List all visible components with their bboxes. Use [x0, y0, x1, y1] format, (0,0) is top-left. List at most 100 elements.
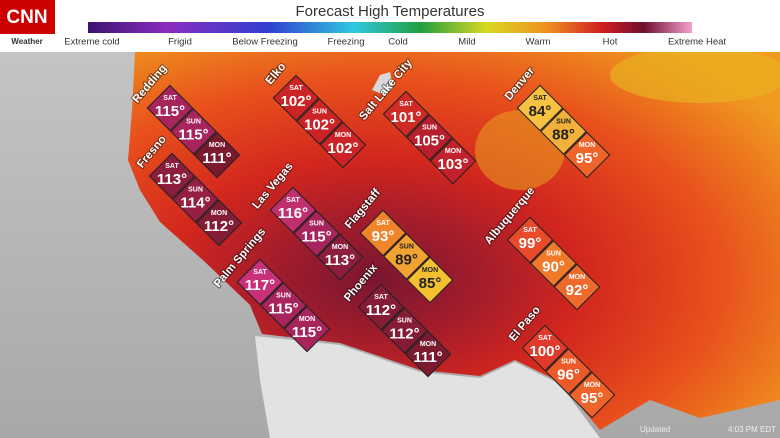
- day-tile: [357, 283, 405, 331]
- day-tile: [540, 108, 587, 155]
- day-tile: [516, 84, 564, 132]
- day-tile: [148, 152, 196, 200]
- day-tile: [545, 348, 592, 395]
- day-label: SUN: [561, 358, 576, 365]
- day-tile: [568, 371, 616, 419]
- temperature: 114°: [180, 194, 210, 211]
- day-tile: [272, 74, 320, 122]
- legend-scale: [88, 22, 692, 33]
- day-tile: [283, 305, 331, 353]
- legend-label: Extreme Heat: [668, 37, 726, 48]
- temperature: 95°: [581, 390, 604, 407]
- day-label: SAT: [533, 95, 547, 102]
- temperature: 100°: [529, 343, 560, 360]
- day-label: SUN: [556, 118, 571, 125]
- day-tile: [316, 233, 364, 281]
- day-tile: [429, 137, 477, 185]
- day-label: SAT: [286, 197, 300, 204]
- day-label: MON: [579, 142, 595, 149]
- legend-label: Freezing: [328, 37, 365, 48]
- temperature: 115°: [268, 300, 298, 317]
- day-tile: [170, 108, 217, 155]
- day-label: SUN: [399, 243, 414, 250]
- day-label: MON: [209, 142, 225, 149]
- temperature: 92°: [566, 282, 589, 299]
- day-tile: [521, 324, 569, 372]
- day-label: SAT: [289, 85, 303, 92]
- day-label: SUN: [309, 220, 324, 227]
- legend-label: Frigid: [168, 37, 192, 48]
- temperature: 93°: [372, 228, 395, 245]
- day-label: SAT: [538, 335, 552, 342]
- day-label: SAT: [523, 227, 537, 234]
- day-tile: [530, 240, 577, 287]
- day-tile: [236, 258, 284, 306]
- day-tile: [404, 330, 452, 378]
- temperature: 102°: [327, 140, 358, 157]
- temperature: 117°: [245, 277, 275, 294]
- day-label: SUN: [312, 108, 327, 115]
- day-label: SAT: [376, 220, 390, 227]
- day-label: SUN: [186, 118, 201, 125]
- legend-label: Below Freezing: [232, 37, 297, 48]
- day-label: MON: [299, 316, 315, 323]
- day-tile: [172, 176, 219, 223]
- logo-box: [0, 0, 55, 34]
- day-label: SUN: [422, 124, 437, 131]
- day-tile: [296, 98, 343, 145]
- legend: Extreme cold Frigid Below Freezing Freezing…: [64, 37, 726, 48]
- temperature: 89°: [395, 251, 418, 268]
- update-time: 4:03 PM EDT: [728, 425, 776, 434]
- temperature: 112°: [204, 218, 234, 235]
- temperature: 115°: [178, 126, 208, 143]
- day-label: MON: [332, 244, 348, 251]
- day-label: MON: [445, 148, 461, 155]
- day-tile: [319, 121, 367, 169]
- day-tile: [359, 209, 407, 257]
- legend-label: Cold: [388, 37, 408, 48]
- temperature: 111°: [202, 150, 231, 167]
- temperature: 102°: [304, 116, 335, 133]
- day-label: MON: [422, 267, 438, 274]
- day-label: SAT: [165, 163, 179, 170]
- temperature: 105°: [414, 132, 445, 149]
- day-label: SUN: [546, 250, 561, 257]
- section: Weather: [11, 37, 42, 46]
- temperature: 102°: [280, 93, 311, 110]
- day-tile: [406, 114, 453, 161]
- day-label: MON: [335, 132, 351, 139]
- legend-label: Extreme cold: [64, 37, 119, 48]
- mexico: [255, 336, 600, 438]
- title: Forecast High Temperatures: [296, 3, 485, 20]
- day-tile: [269, 186, 317, 234]
- day-label: SAT: [163, 95, 177, 102]
- day-label: SAT: [374, 294, 388, 301]
- day-tile: [293, 210, 340, 257]
- day-tile: [563, 131, 611, 179]
- temperature: 113°: [325, 252, 355, 269]
- day-label: SUN: [188, 186, 203, 193]
- day-tile: [553, 263, 601, 311]
- day-label: SAT: [253, 269, 267, 276]
- warm-area: [610, 47, 780, 103]
